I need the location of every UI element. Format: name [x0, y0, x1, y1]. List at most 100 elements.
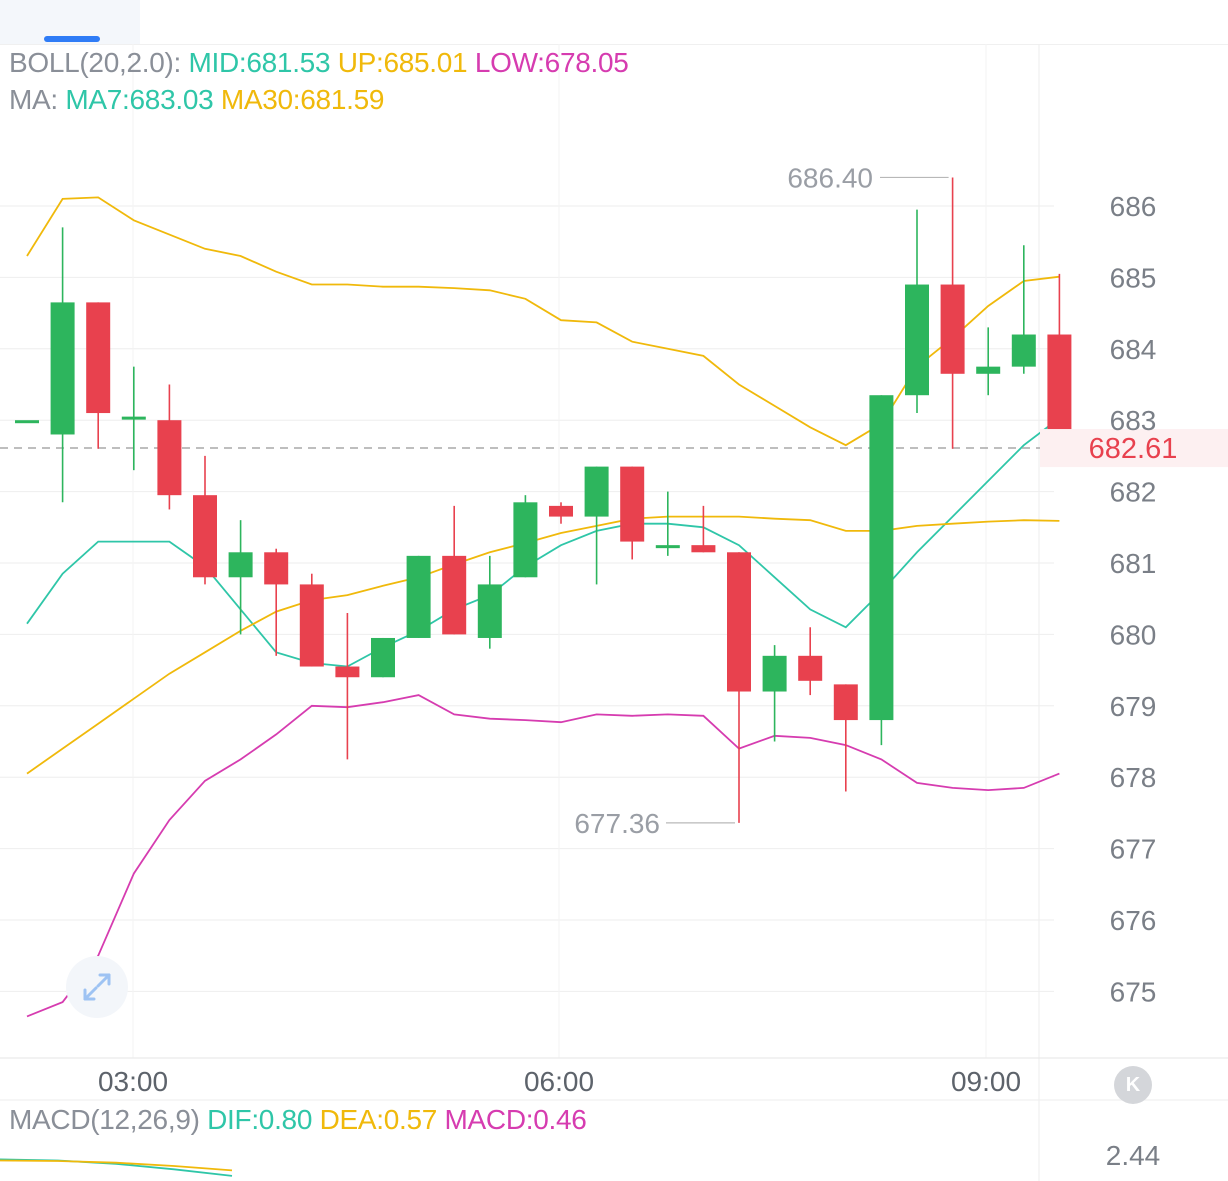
price-tick-label: 680	[1110, 619, 1157, 650]
price-tick-label: 686	[1110, 191, 1157, 222]
candle-body	[335, 666, 360, 678]
candle-down	[299, 573, 324, 667]
high-annotation-label: 686.40	[787, 162, 873, 193]
candle-up	[905, 209, 929, 414]
ma30-value: MA30:681.59	[220, 84, 385, 115]
axis-labels: 686 685 684 683 682 681 680 679 678 677 676 675 682.…	[98, 162, 1228, 1171]
candle-down	[620, 466, 645, 560]
candle-body	[905, 284, 929, 396]
boll-mid-value: MID:681.53	[188, 47, 331, 78]
ma7-line	[26, 417, 1060, 668]
candle-body	[1011, 334, 1036, 367]
dif-value: DIF:0.80	[207, 1104, 313, 1135]
candle-body	[584, 466, 609, 517]
price-tick-label: 679	[1110, 691, 1157, 722]
candle-body	[264, 552, 289, 585]
price-tick-label: 682	[1110, 477, 1157, 508]
candle-up	[976, 327, 1001, 396]
candle-body	[299, 584, 324, 667]
candles	[15, 177, 1072, 823]
candle-body	[228, 552, 253, 578]
price-tick-label: 676	[1110, 905, 1157, 936]
candle-down	[86, 302, 111, 449]
candle-body	[620, 466, 645, 542]
candle-body	[549, 505, 573, 517]
ma-legend: MA: MA7:683.03 MA30:681.59	[9, 84, 384, 116]
candle-down	[833, 684, 858, 792]
candle-body	[798, 655, 823, 681]
candle-body	[727, 552, 751, 692]
price-tick-label: 675	[1110, 976, 1157, 1007]
candle-body	[371, 637, 395, 678]
price-tick-label: 684	[1110, 334, 1157, 365]
candle-body	[762, 655, 787, 692]
candle-up	[1011, 245, 1036, 374]
price-tick-label: 685	[1110, 262, 1157, 293]
expand-arrows-icon[interactable]	[66, 956, 128, 1018]
tab-active-indicator	[44, 36, 100, 42]
candle-up	[371, 637, 395, 678]
boll-low-value: LOW:678.05	[474, 47, 629, 78]
boll-upper-line	[26, 196, 1060, 447]
last-price-label: 682.61	[1089, 433, 1178, 465]
candle-body	[157, 420, 182, 496]
indicator-lines	[0, 196, 1060, 1177]
candle-up	[655, 491, 680, 556]
candle-body	[121, 416, 146, 420]
candle-up	[869, 395, 894, 746]
candle-body	[976, 366, 1001, 374]
boll-legend-name: BOLL(20,2.0):	[9, 47, 181, 78]
candle-body	[406, 555, 431, 638]
ma-legend-name: MA:	[9, 84, 58, 115]
candle-up	[50, 227, 75, 503]
candle-up	[477, 555, 502, 649]
boll-legend: BOLL(20,2.0): MID:681.53 UP:685.01 LOW:6…	[9, 47, 629, 79]
candle-down	[442, 505, 467, 635]
candle-body	[442, 555, 467, 635]
macd-legend: MACD(12,26,9) DIF:0.80 DEA:0.57 MACD:0.4…	[9, 1104, 587, 1136]
candle-body	[513, 502, 538, 578]
candle-up	[584, 466, 609, 585]
candle-body	[940, 284, 965, 374]
candle-down	[691, 505, 716, 553]
macd-legend-name: MACD(12,26,9)	[9, 1104, 200, 1135]
last-price-badge	[1040, 429, 1228, 468]
candle-body	[655, 545, 680, 549]
panel-separators	[0, 44, 1228, 1181]
candle-down	[193, 455, 217, 585]
candle-down	[549, 502, 573, 524]
candle-body	[193, 495, 217, 578]
candle-down	[727, 552, 751, 823]
candle-up	[513, 495, 538, 578]
macd-tick-label: 2.44	[1106, 1140, 1161, 1171]
macd-value: MACD:0.46	[444, 1104, 587, 1135]
boll-up-value: UP:685.01	[337, 47, 468, 78]
candle-down	[335, 612, 360, 760]
price-tick-label: 681	[1110, 548, 1157, 579]
ma7-value: MA7:683.03	[65, 84, 214, 115]
price-tick-label: 678	[1110, 762, 1157, 793]
candle-up	[15, 420, 39, 424]
candle-up	[228, 520, 253, 635]
candle-body	[477, 584, 502, 638]
time-tick-label: 09:00	[951, 1066, 1021, 1097]
k-line-icon[interactable]: K	[1114, 1066, 1152, 1104]
candle-down	[157, 384, 182, 510]
top-tab-bar	[0, 0, 1228, 45]
candle-down	[940, 177, 965, 449]
boll-lower-line	[26, 694, 1060, 1018]
candle-body	[15, 420, 39, 424]
candle-body	[691, 545, 716, 553]
macd-dea-line	[0, 1159, 233, 1172]
low-annotation-label: 677.36	[574, 808, 660, 839]
candle-body	[833, 684, 858, 721]
time-tick-label: 06:00	[524, 1066, 594, 1097]
candle-up	[762, 645, 787, 742]
price-tick-label: 683	[1110, 405, 1157, 436]
candle-up	[121, 366, 146, 471]
dea-value: DEA:0.57	[319, 1104, 438, 1135]
candle-down	[264, 548, 289, 656]
candle-down	[1047, 273, 1072, 449]
candle-body	[86, 302, 111, 414]
